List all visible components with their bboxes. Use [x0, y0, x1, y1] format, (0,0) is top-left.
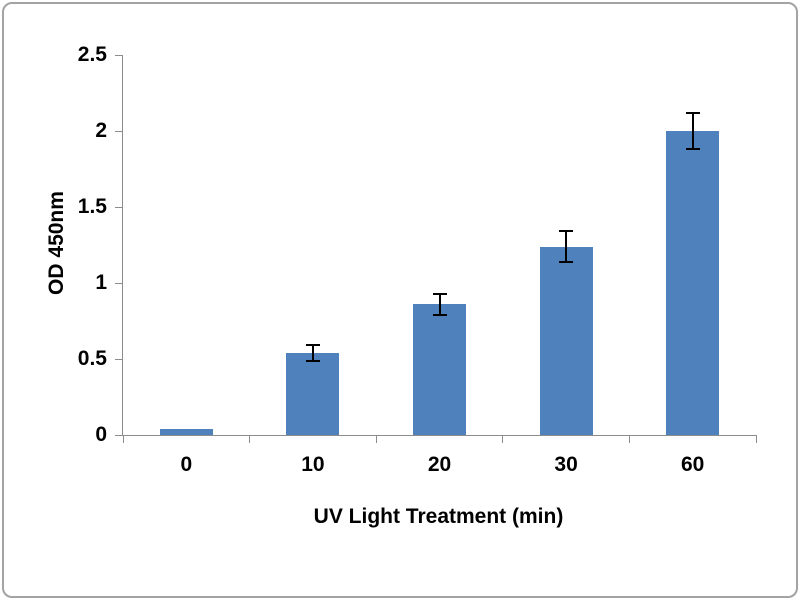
y-tick-mark — [115, 358, 123, 360]
error-bar-cap-bottom — [432, 313, 447, 316]
error-bar-cap-bottom — [305, 359, 320, 362]
y-tick-mark — [115, 282, 123, 284]
x-tick-label: 20 — [427, 453, 452, 476]
bar-20 — [413, 304, 466, 435]
y-tick-label: 1 — [95, 271, 107, 294]
error-bar-cap-top — [685, 111, 700, 114]
x-tick-label: 60 — [681, 453, 705, 476]
error-bar-cap-top — [559, 230, 574, 233]
y-tick-label: 0 — [95, 423, 107, 446]
x-tick-label: 0 — [180, 453, 193, 476]
y-tick-mark — [115, 434, 123, 436]
x-tick-mark — [628, 435, 630, 443]
bar-60 — [666, 131, 720, 435]
bar-0 — [159, 428, 213, 435]
error-bar-cap-top — [432, 292, 447, 295]
error-bar-cap-bottom — [559, 260, 574, 263]
x-tick-mark — [375, 435, 377, 443]
error-bar-cap-bottom — [685, 148, 700, 151]
y-tick-mark — [115, 206, 123, 208]
y-tick-mark — [115, 54, 123, 56]
x-tick-mark — [502, 435, 504, 443]
x-tick-mark — [249, 435, 251, 443]
y-tick-label: 2.5 — [77, 43, 107, 66]
x-tick-mark — [122, 435, 124, 443]
y-tick-label: 2 — [95, 119, 107, 142]
error-bar-line — [565, 231, 568, 262]
x-tick-label: 30 — [554, 453, 578, 476]
bar-30 — [539, 246, 593, 435]
y-tick-label: 0.5 — [77, 347, 107, 370]
error-bar-line — [691, 112, 694, 150]
x-tick-mark — [755, 435, 757, 443]
bar-10 — [286, 352, 340, 435]
error-bar-cap-top — [305, 344, 320, 347]
x-tick-label: 10 — [301, 453, 325, 476]
x-axis-title: UV Light Treatment (min) — [313, 505, 564, 528]
plot-area: 0 0.5 1 1.5 2 2.5 0 10 20 30 60 — [78, 43, 757, 476]
error-bar-line — [438, 293, 441, 315]
y-tick-label: 1.5 — [77, 195, 107, 218]
error-bar-line — [311, 345, 314, 361]
y-tick-mark — [115, 130, 123, 132]
